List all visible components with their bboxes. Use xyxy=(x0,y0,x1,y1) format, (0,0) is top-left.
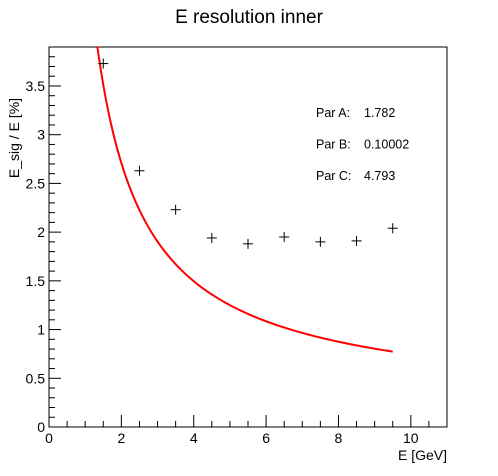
fit-param-value: 4.793 xyxy=(364,169,395,183)
y-tick-label: 2.5 xyxy=(26,175,46,191)
y-axis-title: E_sig / E [%] xyxy=(6,98,22,178)
data-point xyxy=(315,237,325,247)
fit-param-label: Par C: xyxy=(316,169,351,183)
fit-param-label: Par B: xyxy=(316,138,351,152)
x-tick-label: 0 xyxy=(45,430,53,446)
x-tick-label: 6 xyxy=(262,430,270,446)
data-points xyxy=(98,59,397,249)
x-axis-title: E [GeV] xyxy=(398,447,447,463)
fit-curve xyxy=(96,47,393,352)
x-tick-label: 10 xyxy=(403,430,419,446)
y-tick-label: 1 xyxy=(37,322,45,338)
data-point xyxy=(243,239,253,249)
fit-param-label: Par A: xyxy=(316,106,350,120)
y-tick-label: 2 xyxy=(37,224,45,240)
data-point xyxy=(171,205,181,215)
fit-param-value: 1.782 xyxy=(364,106,395,120)
chart-title: E resolution inner xyxy=(175,7,324,28)
y-tick-label: 0.5 xyxy=(26,370,46,386)
x-tick-label: 8 xyxy=(335,430,343,446)
plot-area-border xyxy=(49,47,447,427)
data-point xyxy=(352,236,362,246)
y-tick-label: 3 xyxy=(37,127,45,143)
x-tick-label: 4 xyxy=(190,430,198,446)
data-point xyxy=(207,233,217,243)
fit-param-value: 0.10002 xyxy=(364,138,409,152)
axis-tick-labels: 0 2 4 6 8 10 0 0.5 1 1.5 2 2.5 3 3.5 xyxy=(26,78,419,446)
y-tick-label: 0 xyxy=(37,419,45,435)
plot-frame xyxy=(49,47,447,427)
data-point xyxy=(279,232,289,242)
y-tick-label: 3.5 xyxy=(26,78,46,94)
fit-parameters: Par A: 1.782 Par B: 0.10002 Par C: 4.793 xyxy=(316,106,409,183)
data-point xyxy=(388,223,398,233)
axis-ticks xyxy=(49,47,447,427)
x-tick-label: 2 xyxy=(117,430,125,446)
y-tick-label: 1.5 xyxy=(26,273,46,289)
data-point xyxy=(134,166,144,176)
